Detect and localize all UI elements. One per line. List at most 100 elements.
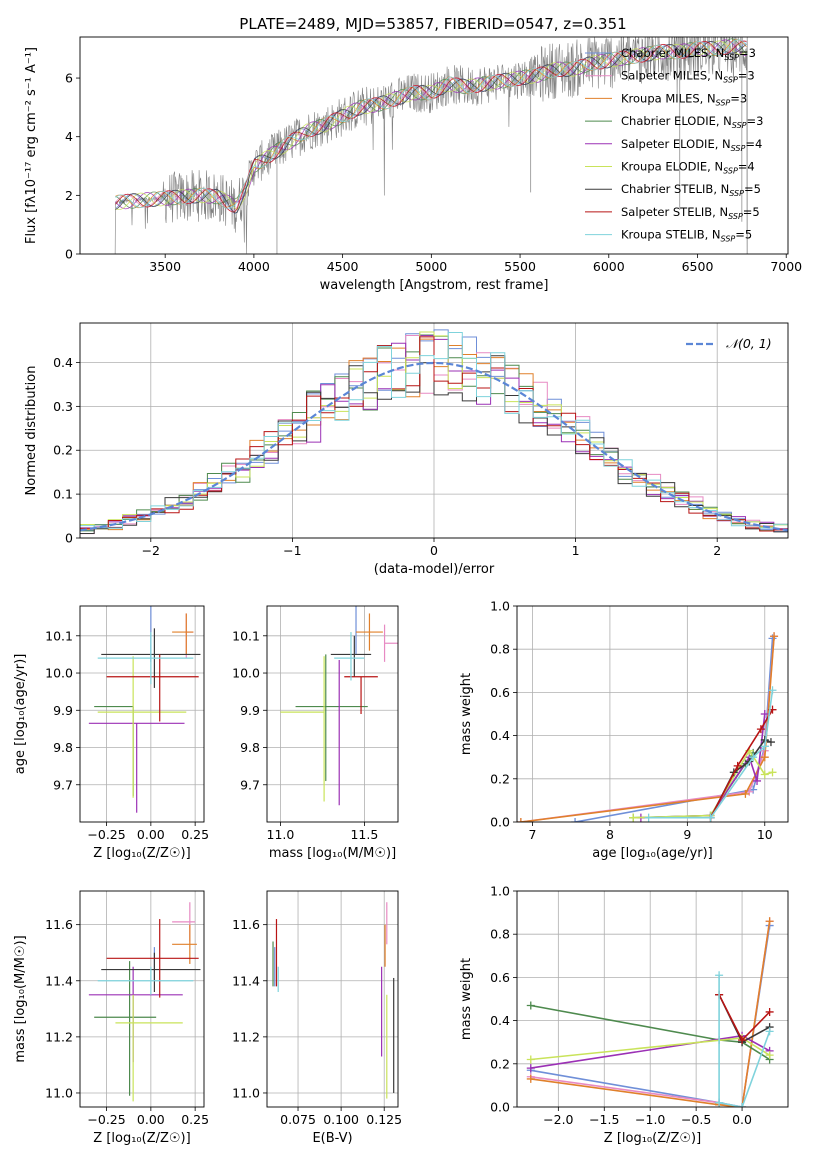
model-line-salpeter-stelib [115,40,747,213]
age-vs-z-xlabel: Z [log₁₀(Z/Z☉)] [93,846,190,861]
weight-marker [517,818,525,822]
weight-line [709,709,774,819]
weight-marker [768,686,777,695]
age-vs-mass-xtick-label: 11.5 [350,827,378,842]
weight-marker [770,632,779,641]
weight-line [530,1004,771,1061]
spectrum-xtick-label: 3500 [149,259,181,274]
age-vs-z-axes: −0.25 0.00 0.25 9.7 9.8 9.9 10.0 10.1 Z [log₁₀(Z… [13,606,209,861]
gaussian-curve [80,361,788,532]
weight-vs-age-xtick-label: 10 [757,827,773,842]
histogram-kroupa-stelib [80,332,788,529]
age-vs-z-ytick-label: 10.0 [45,666,73,681]
weight-line [530,921,771,1107]
weight-vs-z-ylabel: mass weight [459,958,474,1040]
mass-vs-ebv-xlabel: E(B-V) [312,1131,352,1146]
spectrum-xtick-label: 4000 [238,259,270,274]
mass-vs-ebv-xtick-label: 0.100 [323,1112,359,1127]
age-vs-z-ytick-label: 9.7 [53,777,73,792]
weight-vs-z-ytick-label: 1.0 [490,884,510,899]
weight-marker [753,776,762,785]
model-line-salpeter-elodie [115,39,747,210]
weight-marker [644,813,653,822]
mass-vs-z-plot [88,902,201,1102]
residuals-xtick-label: −1 [283,543,301,558]
weight-vs-age-ytick-label: 0.8 [490,642,510,657]
weight-vs-age-ytick-label: 1.0 [490,599,510,614]
model-line-kroupa-elodie [115,40,747,210]
weight-vs-z-xtick-label: −1.5 [589,1112,619,1127]
weight-marker [571,818,580,822]
weight-marker [760,770,769,779]
weight-marker [765,917,774,926]
mass-vs-ebv-axes: 0.075 0.100 0.125 11.0 11.2 11.4 11.6 E(B-V) [232,891,402,1146]
weight-vs-z-ytick-label: 0.4 [490,1013,510,1028]
weight-marker [526,1001,535,1010]
mass-vs-z-ytick-label: 11.6 [45,917,73,932]
weight-marker [738,1036,747,1045]
residuals-xtick-label: 0 [430,543,438,558]
mass-vs-ebv-xtick-label: 0.125 [366,1112,402,1127]
weight-marker [760,710,769,718]
model-line-chabrier-stelib [115,40,747,214]
gaussian-legend-label: 𝒩(0, 1) [726,336,772,351]
model-line-kroupa-stelib [115,39,747,209]
weight-line [718,975,771,1107]
age-vs-mass-ytick-label: 10.1 [232,628,260,643]
mass-vs-z-ytick-label: 11.4 [45,973,73,988]
spectrum-xtick-label: 5000 [415,259,447,274]
mass-vs-z-ylabel: mass [log₁₀(M/M☉)] [13,935,28,1062]
mass-vs-ebv-plot [272,902,395,1099]
weight-vs-z-xtick-label: −0.5 [681,1112,711,1127]
residuals-frame [79,322,789,539]
mass-vs-z-frame [79,890,205,1108]
spectrum-xtick-label: 6000 [593,259,625,274]
age-vs-z-frame [79,605,205,823]
spectrum-legend: Chabrier MILES, NSSP=3 Salpeter MILES, NS… [585,46,763,244]
weight-line [718,994,771,1042]
spectrum-xlabel: wavelength [Angstrom, rest frame] [320,278,549,293]
residuals-xtick-label: 1 [572,543,580,558]
weight-marker [715,971,724,980]
mass-vs-ebv-ytick-label: 11.2 [232,1029,260,1044]
weight-marker [526,1064,535,1073]
age-vs-mass-axes: 11.0 11.5 9.7 9.8 9.9 10.0 10.1 mass [log₁₀(M/M… [232,606,398,861]
legend-label: Chabrier ELODIE, NSSP=3 [621,114,763,130]
weight-vs-z-xlabel: Z [log₁₀(Z/Z☉)] [604,1131,701,1146]
weight-marker [706,813,715,822]
residuals-ylabel: Normed distribution [24,366,39,496]
legend-label: Chabrier STELIB, NSSP=5 [621,182,761,198]
legend-label: Chabrier MILES, NSSP=3 [621,46,756,62]
weight-vs-age-ytick-label: 0.6 [490,685,510,700]
weight-vs-z-xtick-label: −1.0 [635,1112,665,1127]
mass-vs-ebv-ytick-label: 11.4 [232,973,260,988]
weight-marker [526,1074,535,1083]
spectrum-ytick-label: 0 [65,247,73,262]
weight-marker [526,1055,535,1064]
mass-vs-ebv-ytick-label: 11.6 [232,917,260,932]
age-vs-mass-xlabel: mass [log₁₀(M/M☉)] [269,846,396,861]
spectrum-plot [114,37,748,254]
spectrum-frame [79,36,789,255]
spectrum-ytick-label: 6 [65,71,73,86]
age-vs-z-xtick-label: 0.25 [181,827,209,842]
spectrum-ytick-label: 4 [65,129,73,144]
age-vs-mass-plot [280,606,398,806]
weight-marker [629,813,638,822]
residuals-ytick-label: 0.2 [53,443,73,458]
mass-vs-z-axes: −0.25 0.00 0.25 11.0 11.2 11.4 11.6 Z [log₁₀(Z/… [13,891,209,1146]
model-line-kroupa-miles [115,38,747,209]
mass-vs-ebv-xtick-label: 0.075 [280,1112,316,1127]
weight-marker [765,1007,774,1016]
residuals-xtick-label: 2 [713,543,721,558]
weight-vs-z-ytick-label: 0.6 [490,970,510,985]
residuals-ytick-label: 0 [65,531,73,546]
weight-vs-age-xlabel: age [log₁₀(age/yr)] [592,846,713,861]
weight-vs-z-xtick-label: −2.0 [543,1112,573,1127]
spectrum-ytick-label: 2 [65,188,73,203]
residuals-xtick-label: −2 [142,543,160,558]
weight-marker [768,768,777,777]
spectrum-xtick-label: 6500 [682,259,714,274]
residuals-ytick-label: 0.3 [53,399,73,414]
